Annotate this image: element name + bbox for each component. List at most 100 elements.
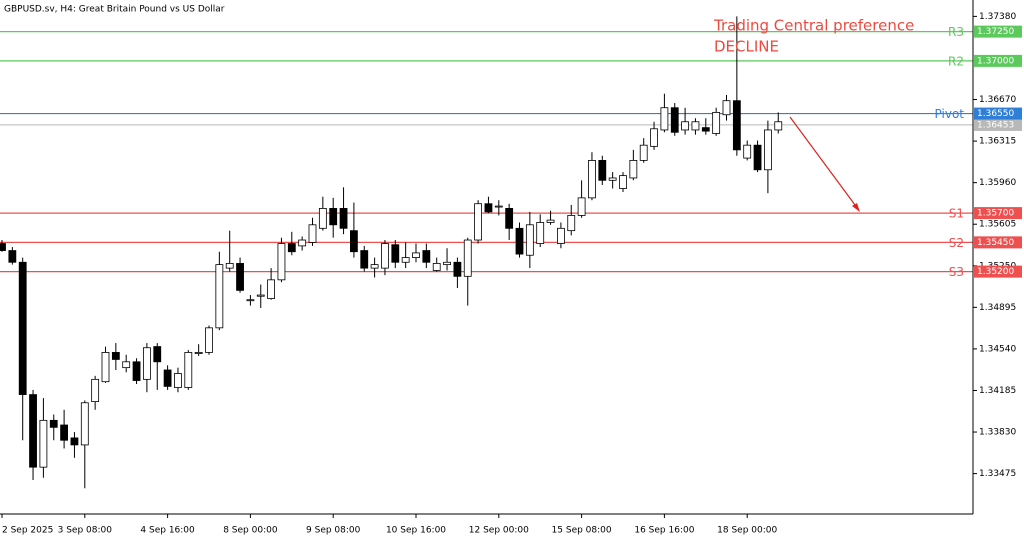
level-box	[974, 265, 1022, 278]
candle-body	[432, 263, 441, 271]
x-tick-label: 12 Sep 00:00	[469, 526, 529, 536]
candle-body	[18, 261, 27, 395]
candle-body	[236, 263, 244, 291]
candle-body	[163, 369, 172, 387]
candle-body	[701, 127, 710, 132]
candle-body	[484, 203, 493, 213]
candle-body	[205, 327, 213, 353]
candle-body	[629, 160, 638, 179]
candle-body	[277, 243, 286, 281]
chart-title: GBPUSD.sv, H4: Great Britain Pound vs US…	[4, 5, 225, 15]
level-label: 1.35200	[977, 267, 1014, 277]
candle-body	[91, 378, 100, 402]
candle-body	[608, 177, 617, 181]
x-tick-label: 10 Sep 16:00	[386, 526, 446, 536]
candle-body	[194, 352, 203, 354]
level-box	[974, 54, 1022, 67]
level-box	[974, 236, 1022, 249]
level-box	[974, 25, 1022, 38]
candle-body	[494, 205, 503, 208]
candle-body	[712, 112, 721, 134]
level-name: R3	[948, 25, 964, 39]
candles	[0, 16, 783, 489]
candle-body	[39, 419, 48, 468]
level-name: R2	[948, 54, 964, 68]
x-tick-label: 15 Sep 08:00	[552, 526, 612, 536]
annotation: Trading Central preference	[713, 17, 914, 35]
candle-body	[588, 160, 596, 199]
y-tick-label: 1.35960	[979, 178, 1016, 188]
candle-body	[525, 224, 534, 256]
y-tick-label: 1.37380	[979, 12, 1016, 22]
candle-body	[8, 250, 17, 263]
candle-body	[546, 219, 555, 223]
candle-body	[215, 264, 224, 329]
candle-body	[401, 257, 410, 263]
candle-body	[60, 424, 68, 441]
last-price-label: 1.36453	[977, 120, 1014, 130]
candle-body	[619, 175, 627, 189]
candle-body	[598, 160, 607, 181]
y-tick-label: 1.34185	[979, 386, 1016, 396]
y-tick-label: 1.36315	[979, 137, 1016, 147]
x-tick-label: 16 Sep 16:00	[634, 526, 694, 536]
candle-body	[567, 215, 576, 232]
x-tick-label: 18 Sep 00:00	[717, 526, 777, 536]
level-label: 1.35450	[977, 238, 1014, 248]
x-tick-label: 9 Sep 08:00	[306, 526, 361, 536]
y-tick-label: 1.36670	[979, 95, 1016, 105]
level-label: 1.35700	[977, 209, 1014, 219]
candle-body	[660, 107, 669, 131]
candle-body	[142, 347, 151, 380]
x-tick-label: 8 Sep 00:00	[223, 526, 278, 536]
candle-body	[536, 222, 545, 244]
candle-body	[49, 419, 58, 428]
candle-body	[174, 373, 182, 388]
candle-body	[443, 261, 451, 266]
candle-body	[256, 294, 265, 297]
candle-body	[298, 239, 307, 247]
candle-body	[246, 299, 255, 302]
x-tick-label: 3 Sep 08:00	[58, 526, 113, 536]
candle-body	[774, 121, 783, 131]
level-box	[974, 107, 1022, 120]
candle-body	[577, 197, 586, 216]
candle-body	[453, 261, 462, 277]
candle-body	[349, 230, 358, 253]
candle-body	[670, 107, 679, 133]
candle-body	[29, 394, 37, 468]
candle-body	[681, 121, 689, 131]
arrow-head	[852, 203, 860, 212]
candle-body	[153, 346, 162, 363]
candle-body	[639, 144, 648, 161]
candle-body	[267, 279, 276, 299]
candle-body	[764, 129, 772, 171]
y-tick-label: 1.33830	[979, 428, 1016, 438]
candle-body	[743, 144, 752, 159]
candle-body	[287, 243, 296, 253]
level-name: Pivot	[935, 107, 965, 121]
x-tick-label: 4 Sep 16:00	[140, 526, 195, 536]
candle-body	[318, 208, 327, 229]
level-name: S1	[949, 207, 964, 221]
candle-body	[132, 361, 141, 381]
candle-body	[422, 250, 431, 263]
level-label: 1.37000	[977, 56, 1014, 66]
last-price-box	[974, 118, 1022, 131]
candle-body	[339, 208, 348, 229]
candle-body	[0, 243, 6, 251]
candle-body	[753, 144, 762, 171]
candle-body	[308, 224, 317, 243]
level-label: 1.37250	[977, 27, 1014, 37]
candle-body	[732, 100, 741, 151]
level-label: 1.36550	[977, 109, 1014, 119]
candle-body	[370, 264, 379, 269]
candle-body	[225, 263, 234, 269]
level-name: S3	[949, 265, 964, 279]
candle-body	[515, 227, 524, 255]
candle-body	[463, 239, 472, 277]
candle-body	[381, 243, 389, 269]
candle-body	[691, 121, 700, 131]
